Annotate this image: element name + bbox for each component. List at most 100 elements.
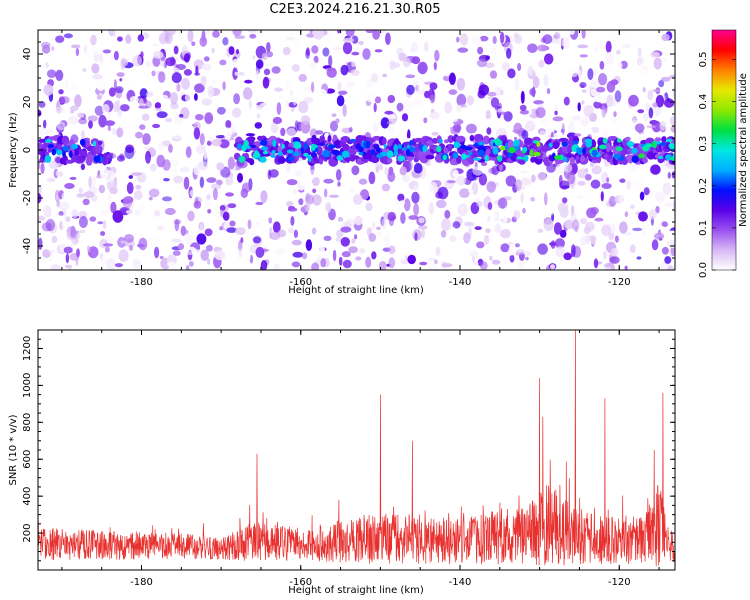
x-tick-label: -160 — [289, 277, 312, 288]
spectrogram-cell — [272, 139, 277, 147]
spectrogram-cell — [260, 102, 269, 107]
spectrogram-cell — [70, 44, 81, 49]
spectrogram-cell — [107, 193, 112, 205]
spectrogram-cell — [330, 200, 340, 205]
y-tick-label: 1200 — [22, 336, 33, 361]
spectrogram-cell — [236, 203, 243, 208]
spectrogram-cell — [451, 227, 456, 236]
spectrogram-cell — [148, 196, 153, 201]
spectrogram-cell — [559, 255, 564, 263]
spectrogram-cell — [502, 216, 508, 223]
spectrogram-cell — [330, 120, 338, 132]
spectrogram-cell — [373, 102, 377, 113]
spectrogram-cell — [471, 182, 479, 195]
spectrogram-cell — [124, 146, 135, 159]
spectrogram-cell — [616, 138, 622, 143]
spectrogram-cell — [298, 100, 309, 114]
spectrogram-cell — [56, 121, 66, 131]
spectrogram-cell — [381, 137, 387, 146]
spectrogram-cell — [485, 118, 495, 124]
spectrogram-cell — [619, 178, 626, 183]
spectrogram-cell — [478, 84, 490, 96]
spectrogram-cell — [309, 128, 318, 138]
spectrogram-cell — [491, 47, 498, 56]
spectrogram-cell — [476, 59, 487, 68]
spectrogram-cell — [514, 78, 520, 91]
spectrogram-cell — [319, 243, 325, 256]
spectrogram-cell — [45, 62, 49, 69]
spectrogram-cell — [475, 197, 480, 202]
spectrogram-cell — [515, 179, 522, 192]
spectrogram-cell — [83, 44, 88, 55]
spectrogram-cell — [401, 174, 411, 182]
spectrogram-cell — [125, 47, 135, 57]
spectrogram-cell — [431, 131, 439, 136]
spectrogram-cell — [193, 121, 201, 131]
spectrogram-cell — [78, 117, 88, 125]
spectrogram-cell — [51, 46, 55, 51]
spectrogram-cell — [517, 63, 522, 71]
spectrogram-cell — [388, 166, 394, 176]
spectrogram-cell — [568, 67, 579, 78]
spectrogram-cell — [336, 229, 344, 238]
spectrogram-cell — [444, 209, 451, 219]
spectrogram-cell — [214, 250, 226, 261]
spectrogram-cell — [292, 94, 298, 106]
spectrogram-cell — [651, 239, 659, 251]
spectrogram-cell — [424, 90, 431, 99]
spectrogram-cell — [211, 47, 215, 54]
spectrogram-cell — [191, 41, 196, 46]
spectrogram-cell — [337, 217, 344, 222]
spectrogram-cell — [386, 150, 394, 159]
spectrogram-cell — [133, 190, 143, 201]
spectrogram-cell — [154, 107, 163, 112]
spectrogram-cell — [58, 259, 64, 265]
spectrogram-cell — [55, 156, 62, 164]
spectrogram-cell — [244, 79, 253, 84]
spectrogram-cell — [425, 154, 435, 160]
spectrogram-cell — [380, 117, 390, 129]
spectrogram-cell — [109, 152, 114, 159]
spectrogram-cell — [351, 51, 360, 56]
spectrogram-cell — [605, 40, 612, 54]
spectrogram-cell — [521, 186, 525, 190]
spectrogram-cell — [93, 265, 99, 270]
spectrogram-cell — [335, 236, 342, 242]
spectrogram-cell — [323, 196, 331, 201]
spectrogram-cell — [663, 98, 675, 108]
spectrogram-cell — [139, 88, 148, 99]
spectrogram-cell — [223, 127, 232, 141]
spectrogram-cell — [163, 30, 168, 33]
spectrogram-cell — [607, 99, 618, 107]
spectrogram-cell — [266, 42, 271, 53]
spectrogram-cell — [427, 263, 438, 270]
spectrogram-cell — [538, 103, 544, 108]
spectrogram-cell — [417, 61, 428, 75]
spectrogram-cell — [293, 141, 301, 145]
spectrogram-cell — [139, 124, 146, 130]
spectrogram-cell — [453, 141, 461, 149]
spectrogram-cell — [357, 239, 367, 243]
spectrogram-cell — [468, 189, 474, 194]
spectrogram-cell — [252, 55, 256, 60]
spectrogram-cell — [260, 190, 268, 204]
spectrogram-cell — [237, 172, 243, 183]
spectrogram-cell — [207, 209, 212, 214]
spectrogram-cell — [542, 34, 553, 45]
spectrogram-cell — [469, 250, 479, 258]
spectrogram-cell — [116, 127, 124, 138]
spectrogram-cell — [322, 47, 330, 57]
spectrogram-cell — [604, 266, 611, 270]
spectrogram-cell — [401, 113, 409, 122]
spectrogram-cell — [96, 78, 106, 91]
spectrogram-cell — [601, 66, 612, 71]
spectrogram-cell — [645, 102, 651, 112]
spectrogram-cell — [92, 50, 103, 55]
spectrogram-cell — [55, 35, 65, 43]
spectrogram-cell — [46, 249, 56, 253]
spectrogram-cell — [173, 175, 184, 184]
spectrogram-cell — [140, 51, 144, 58]
spectrogram-cell — [120, 240, 128, 244]
spectrogram-cell — [113, 50, 119, 61]
spectrogram-cell — [45, 138, 52, 143]
